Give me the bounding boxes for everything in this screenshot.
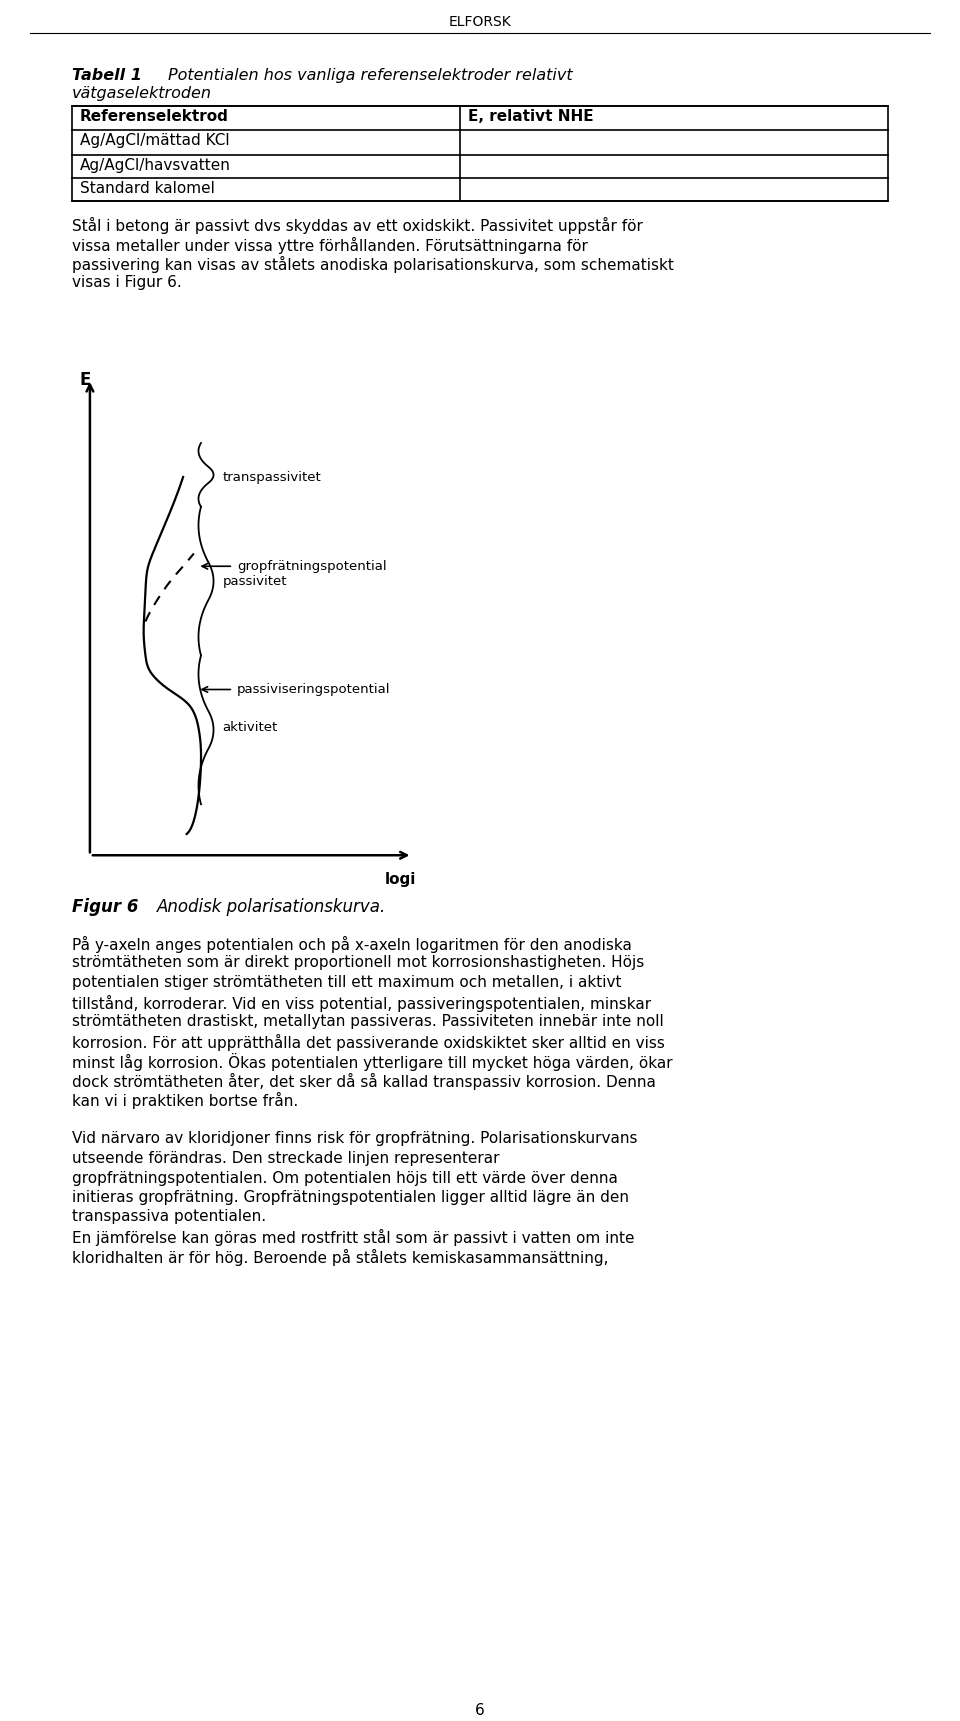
Text: Stål i betong är passivt dvs skyddas av ett oxidskikt. Passivitet uppstår för: Stål i betong är passivt dvs skyddas av …: [72, 217, 643, 234]
Text: ELFORSK: ELFORSK: [448, 15, 512, 29]
Text: Vid närvaro av kloridjoner finns risk för gropfrätning. Polarisationskurvans: Vid närvaro av kloridjoner finns risk fö…: [72, 1131, 637, 1146]
Text: gropfrätningspotential: gropfrätningspotential: [237, 559, 387, 573]
Text: 6: 6: [475, 1704, 485, 1718]
Text: strömtätheten som är direkt proportionell mot korrosionshastigheten. Höjs: strömtätheten som är direkt proportionel…: [72, 955, 644, 971]
Text: Standard kalomel: Standard kalomel: [80, 181, 215, 196]
Text: initieras gropfrätning. Gropfrätningspotentialen ligger alltid lägre än den: initieras gropfrätning. Gropfrätningspot…: [72, 1189, 629, 1205]
Text: transpassiva potentialen.: transpassiva potentialen.: [72, 1210, 266, 1225]
Text: E, relativt NHE: E, relativt NHE: [468, 108, 593, 124]
Text: På y-axeln anges potentialen och på x-axeln logaritmen för den anodiska: På y-axeln anges potentialen och på x-ax…: [72, 936, 632, 953]
Text: passiviseringspotential: passiviseringspotential: [237, 683, 391, 695]
Text: Ag/AgCl/mättad KCl: Ag/AgCl/mättad KCl: [80, 133, 229, 148]
Text: minst låg korrosion. Ökas potentialen ytterligare till mycket höga värden, ökar: minst låg korrosion. Ökas potentialen yt…: [72, 1053, 673, 1070]
Text: kloridhalten är för hög. Beroende på stålets kemiskasammansättning,: kloridhalten är för hög. Beroende på stå…: [72, 1248, 609, 1265]
Text: tillstånd, korroderar. Vid en viss potential, passiveringspotentialen, minskar: tillstånd, korroderar. Vid en viss poten…: [72, 995, 651, 1012]
Text: Referenselektrod: Referenselektrod: [80, 108, 228, 124]
Text: Anodisk polarisationskurva.: Anodisk polarisationskurva.: [157, 898, 386, 916]
Text: potentialen stiger strömtätheten till ett maximum och metallen, i aktivt: potentialen stiger strömtätheten till et…: [72, 976, 621, 990]
Text: Tabell 1: Tabell 1: [72, 69, 142, 83]
Text: vätgaselektroden: vätgaselektroden: [72, 86, 212, 102]
Text: dock strömtätheten åter, det sker då så kallad transpassiv korrosion. Denna: dock strömtätheten åter, det sker då så …: [72, 1072, 656, 1089]
Text: aktivitet: aktivitet: [223, 721, 277, 735]
Text: E: E: [79, 370, 90, 389]
Bar: [72, 107, 888, 201]
Text: passivitet: passivitet: [223, 575, 287, 587]
Text: Ag/AgCl/havsvatten: Ag/AgCl/havsvatten: [80, 158, 230, 174]
Text: passivering kan visas av stålets anodiska polarisationskurva, som schematiskt: passivering kan visas av stålets anodisk…: [72, 256, 674, 274]
Text: strömtätheten drastiskt, metallytan passiveras. Passiviteten innebär inte noll: strömtätheten drastiskt, metallytan pass…: [72, 1014, 663, 1029]
Text: logi: logi: [385, 873, 416, 888]
Text: Potentialen hos vanliga referenselektroder relativt: Potentialen hos vanliga referenselektrod…: [168, 69, 572, 83]
Text: vissa metaller under vissa yttre förhållanden. Förutsättningarna för: vissa metaller under vissa yttre förhåll…: [72, 236, 588, 253]
Text: utseende förändras. Den streckade linjen representerar: utseende förändras. Den streckade linjen…: [72, 1151, 499, 1167]
Text: Figur 6: Figur 6: [72, 898, 138, 916]
Text: En jämförelse kan göras med rostfritt stål som är passivt i vatten om inte: En jämförelse kan göras med rostfritt st…: [72, 1229, 635, 1246]
Text: korrosion. För att upprätthålla det passiverande oxidskiktet sker alltid en viss: korrosion. För att upprätthålla det pass…: [72, 1034, 665, 1050]
Text: visas i Figur 6.: visas i Figur 6.: [72, 275, 181, 291]
Text: transpassivitet: transpassivitet: [223, 470, 322, 484]
Text: gropfrätningspotentialen. Om potentialen höjs till ett värde över denna: gropfrätningspotentialen. Om potentialen…: [72, 1170, 618, 1186]
Text: kan vi i praktiken bortse från.: kan vi i praktiken bortse från.: [72, 1093, 299, 1108]
